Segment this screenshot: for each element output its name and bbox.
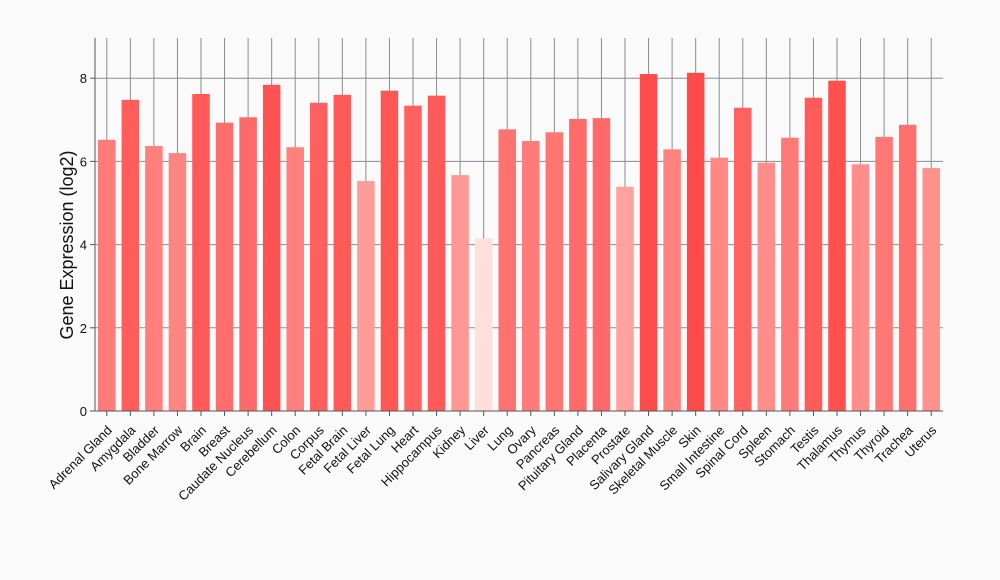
- bar-trachea: [898, 124, 917, 412]
- bar-uterus: [922, 168, 940, 411]
- x-tick-label: Liver: [461, 422, 492, 453]
- bar-liver: [474, 238, 493, 411]
- bar-brain: [192, 94, 210, 412]
- y-tick-label: 0: [80, 404, 87, 419]
- bar-hippocampus: [427, 95, 446, 411]
- bar-bone-marrow: [168, 153, 187, 411]
- y-tick-label: 4: [80, 238, 87, 253]
- bar-small-intestine: [710, 157, 728, 411]
- bar-thymus: [851, 164, 870, 411]
- bar-bladder: [145, 146, 163, 411]
- y-tick-label: 6: [80, 154, 87, 169]
- bar-stomach: [781, 137, 799, 412]
- bar-fetal-liver: [357, 180, 375, 411]
- bar-pancreas: [545, 132, 564, 411]
- bar-fetal-brain: [333, 94, 352, 411]
- bar-thalamus: [828, 80, 846, 412]
- bar-spleen: [757, 162, 776, 411]
- bar-salivary-gland: [639, 74, 658, 411]
- y-tick-label: 2: [80, 321, 87, 336]
- bar-breast: [215, 122, 234, 411]
- bar-skin: [686, 72, 705, 412]
- bar-kidney: [451, 175, 469, 411]
- bar-ovary: [522, 141, 540, 412]
- bar-testis: [804, 97, 823, 411]
- axis-layer: [90, 38, 943, 416]
- bar-adrenal-gland: [98, 139, 116, 411]
- bar-prostate: [616, 186, 634, 411]
- bar-thyroid: [875, 136, 893, 411]
- bar-skeletal-muscle: [663, 149, 681, 411]
- bar-caudate-nucleus: [239, 117, 257, 411]
- y-axis-title: Gene Expression (log2): [57, 150, 77, 339]
- bar-placenta: [592, 118, 611, 412]
- bar-pituitary-gland: [569, 118, 587, 411]
- bar-corpus: [310, 102, 328, 411]
- bar-colon: [286, 147, 304, 412]
- bar-spinal-cord: [734, 107, 752, 412]
- bar-heart: [404, 105, 422, 411]
- bar-layer: [98, 72, 940, 412]
- bar-amygdala: [121, 99, 140, 411]
- bar-lung: [498, 129, 516, 412]
- bar-fetal-lung: [380, 90, 399, 412]
- bar-cerebellum: [262, 84, 281, 411]
- y-tick-label: 8: [80, 71, 87, 86]
